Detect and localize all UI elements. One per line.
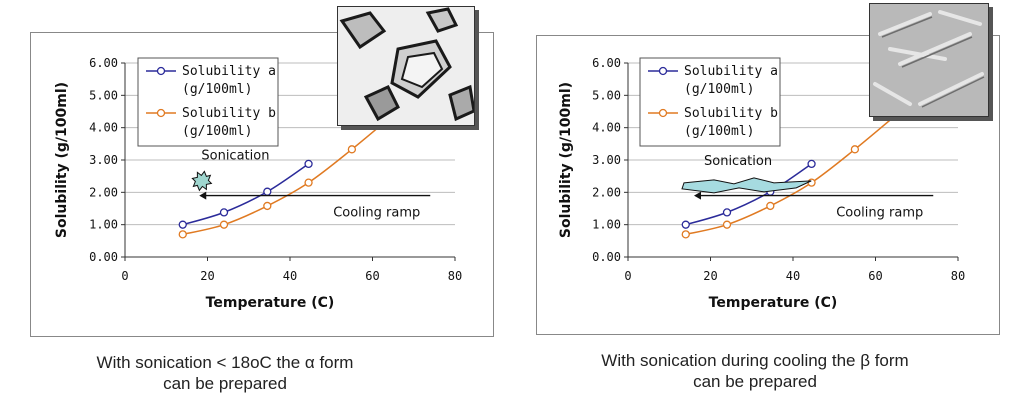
sonication-burst xyxy=(191,170,213,192)
y-tick-label: 5.00 xyxy=(89,88,118,102)
sonication-band xyxy=(681,177,812,194)
chart-left: 0.00 1.00 2.00 3.00 4.00 5.00 6.00 0 20 40 60 80 Tem… xyxy=(54,56,462,311)
cooling-ramp-label: Cooling ramp xyxy=(333,206,420,221)
y-tick-label: 4.00 xyxy=(89,121,118,135)
y-axis-title: Solubility (g/100ml) xyxy=(558,82,574,238)
caption-right: With sonication during cooling the β for… xyxy=(545,350,965,392)
x-tick-label: 60 xyxy=(868,269,882,283)
x-tick-label: 80 xyxy=(448,269,462,283)
data-point-b xyxy=(263,201,272,211)
caption-right-line1: With sonication during cooling the β for… xyxy=(601,351,909,370)
plot-area-0: 0.00 1.00 2.00 3.00 4.00 5.00 6.00 0 20 40 60 80 Tem… xyxy=(54,56,462,311)
x-axis-title: Temperature (C) xyxy=(709,295,838,311)
legend-label: Solubility a xyxy=(182,64,276,79)
x-tick-label: 60 xyxy=(365,269,379,283)
y-tick-label: 5.00 xyxy=(592,88,621,102)
chart-right: 0.00 1.00 2.00 3.00 4.00 5.00 6.00 0 20 40 60 80 Tem… xyxy=(558,56,965,311)
y-tick-label: 4.00 xyxy=(592,121,621,135)
x-tick-label: 40 xyxy=(283,269,297,283)
data-point-b xyxy=(681,230,690,239)
plot-area-1: 0.00 1.00 2.00 3.00 4.00 5.00 6.00 0 20 40 60 80 Tem… xyxy=(558,56,965,311)
data-point-b xyxy=(722,220,732,229)
data-point-b xyxy=(304,178,313,187)
y-tick-label: 0.00 xyxy=(89,250,118,264)
x-tick-label: 0 xyxy=(624,269,631,283)
data-point-a xyxy=(304,159,313,169)
data-point-b xyxy=(850,145,860,154)
legend-swatch-marker xyxy=(658,66,668,76)
y-tick-label: 1.00 xyxy=(592,218,621,232)
data-point-b xyxy=(178,230,187,239)
series-line-a xyxy=(685,163,812,226)
legend-label: Solubility b xyxy=(182,106,276,121)
y-tick-label: 0.00 xyxy=(592,250,621,264)
alpha-crystal-photo xyxy=(337,6,475,126)
cooling-ramp-label: Cooling ramp xyxy=(836,206,923,221)
legend-label: Solubility a xyxy=(684,64,778,79)
y-axis-title: Solubility (g/100ml) xyxy=(54,82,70,238)
caption-left-line2: can be prepared xyxy=(163,374,287,393)
y-tick-label: 6.00 xyxy=(592,56,621,70)
data-point-a xyxy=(219,208,229,217)
data-point-b xyxy=(219,220,229,229)
beta-crystal-photo xyxy=(869,3,989,117)
legend-label: Solubility b xyxy=(684,106,778,121)
y-tick-label: 2.00 xyxy=(592,185,621,199)
legend-swatch-marker xyxy=(156,108,166,118)
caption-left-line1: With sonication < 18oC the α form xyxy=(96,353,354,372)
data-point-b xyxy=(807,178,816,187)
x-tick-label: 20 xyxy=(703,269,717,283)
data-point-a xyxy=(807,159,816,169)
data-point-a xyxy=(722,208,732,217)
x-tick-label: 40 xyxy=(786,269,800,283)
y-tick-label: 2.00 xyxy=(89,185,118,199)
legend-label: (g/100ml) xyxy=(182,124,252,139)
x-tick-label: 80 xyxy=(951,269,965,283)
cooling-ramp-arrowhead xyxy=(694,191,701,200)
legend-label: (g/100ml) xyxy=(684,82,754,97)
y-tick-label: 3.00 xyxy=(89,153,118,167)
data-point-b xyxy=(347,145,357,154)
x-tick-label: 20 xyxy=(200,269,214,283)
y-tick-label: 3.00 xyxy=(592,153,621,167)
y-tick-label: 1.00 xyxy=(89,218,118,232)
data-point-b xyxy=(766,201,775,211)
cooling-ramp-arrowhead xyxy=(199,191,207,200)
data-point-a xyxy=(178,220,187,229)
legend-label: (g/100ml) xyxy=(684,124,754,139)
caption-right-line2: can be prepared xyxy=(693,372,817,391)
legend-swatch-marker xyxy=(658,108,668,118)
legend-swatch-marker xyxy=(156,66,166,76)
caption-left: With sonication < 18oC the α form can be… xyxy=(40,352,410,394)
y-tick-label: 6.00 xyxy=(89,56,118,70)
sonication-label: Sonication xyxy=(201,148,269,163)
series-line-a xyxy=(182,163,309,226)
legend-label: (g/100ml) xyxy=(182,82,252,97)
data-point-a xyxy=(681,220,690,229)
x-axis-title: Temperature (C) xyxy=(206,295,335,311)
sonication-label: Sonication xyxy=(704,154,772,169)
x-tick-label: 0 xyxy=(121,269,128,283)
